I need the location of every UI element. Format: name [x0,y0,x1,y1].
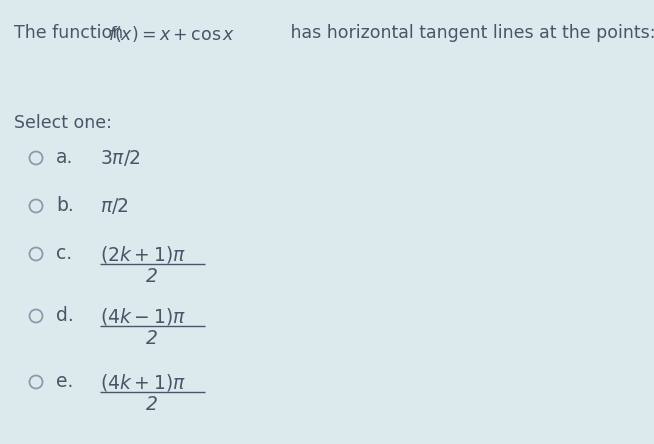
Text: Select one:: Select one: [14,114,112,132]
Text: $(2k+1)\pi$: $(2k+1)\pi$ [100,244,186,265]
Text: d.: d. [56,306,74,325]
Text: c.: c. [56,244,72,263]
Text: 2: 2 [146,395,158,414]
Text: $3\pi/2$: $3\pi/2$ [100,148,141,168]
Text: 2: 2 [146,329,158,348]
Text: $(4k+1)\pi$: $(4k+1)\pi$ [100,372,186,393]
Text: $\pi/2$: $\pi/2$ [100,196,129,216]
Text: $(4k-1)\pi$: $(4k-1)\pi$ [100,306,186,327]
Text: has horizontal tangent lines at the points:: has horizontal tangent lines at the poin… [285,24,654,42]
Text: b.: b. [56,196,74,215]
Text: $f(x) = x + \cos x$: $f(x) = x + \cos x$ [108,24,235,44]
Text: The function: The function [14,24,134,42]
Text: a.: a. [56,148,73,167]
Text: 2: 2 [146,267,158,286]
Text: e.: e. [56,372,73,391]
